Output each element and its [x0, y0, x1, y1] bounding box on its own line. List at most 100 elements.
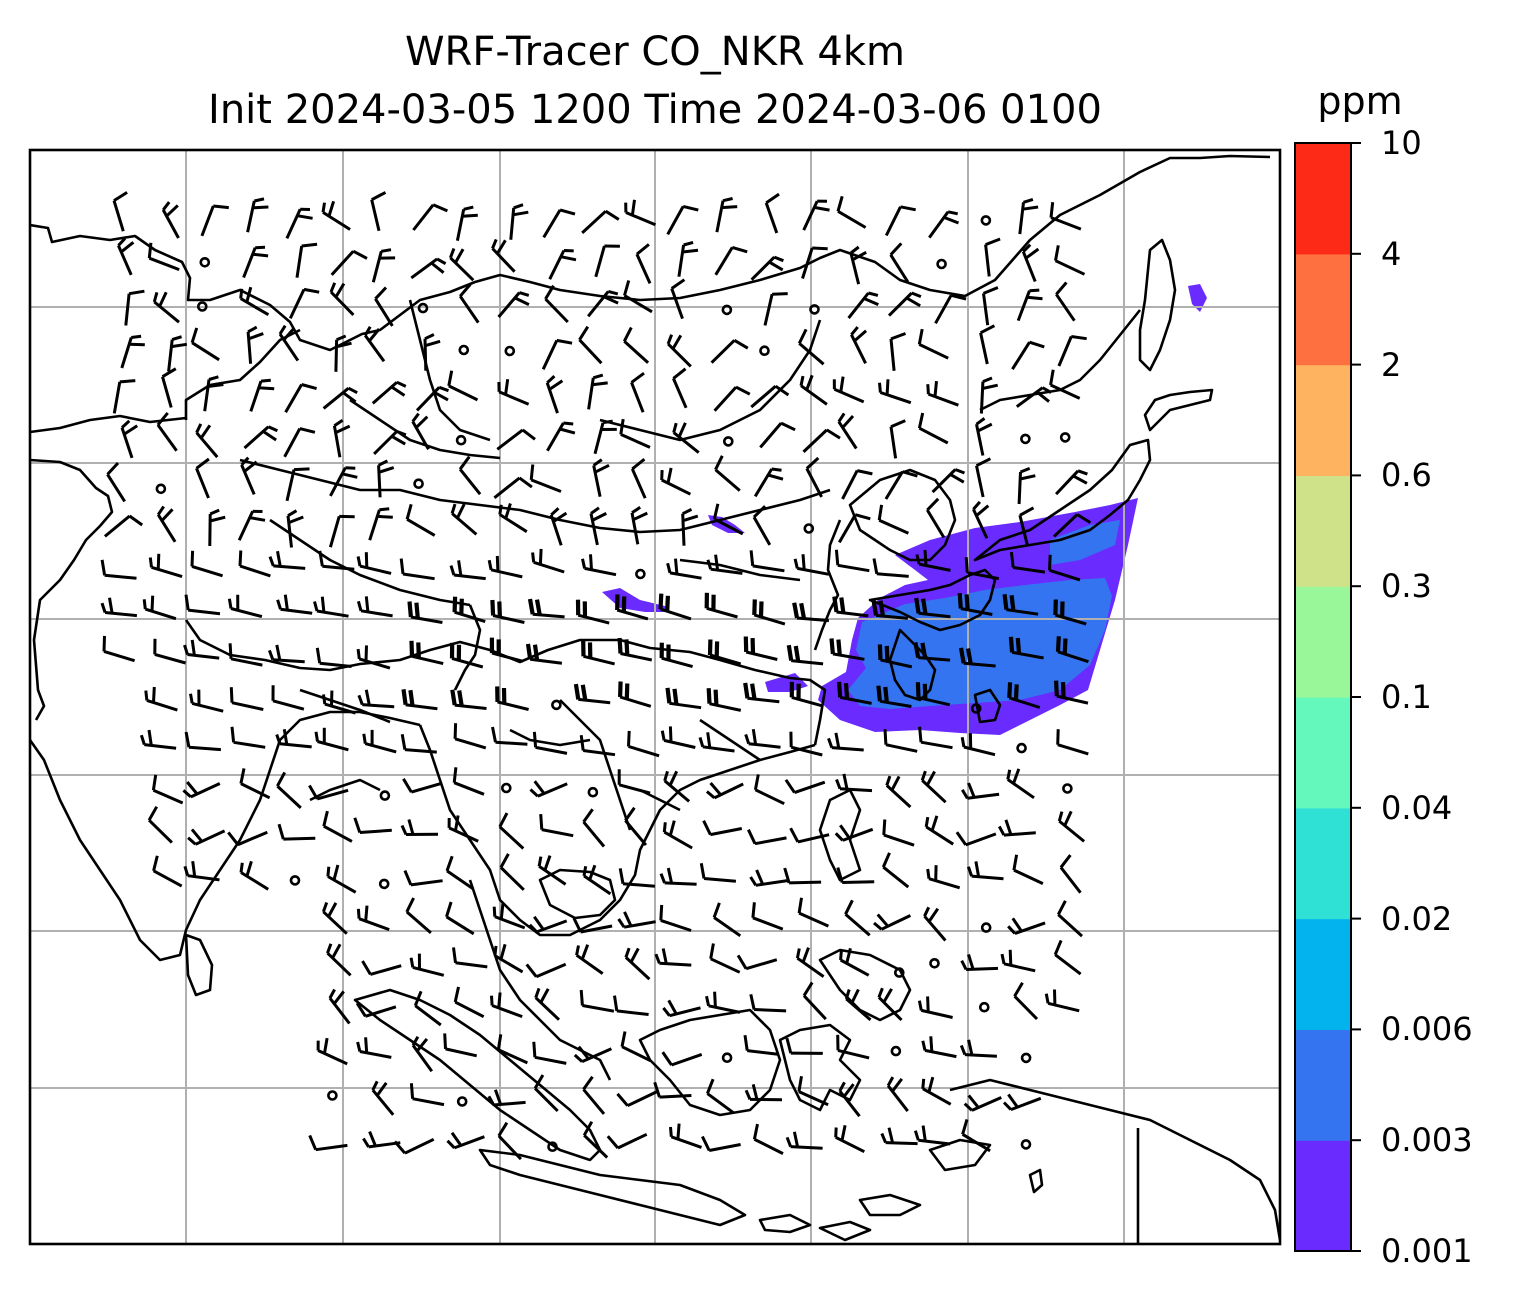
wind-barb [285, 207, 313, 240]
wind-barb [1049, 369, 1081, 400]
colorbar-ticks [1351, 142, 1361, 1252]
wind-barb [402, 778, 443, 794]
wind-barb [1053, 939, 1082, 976]
wind-barb [490, 599, 525, 624]
wind-barb [112, 191, 128, 232]
wind-barb [315, 647, 352, 668]
wind-barb [677, 240, 699, 277]
wind-barb [592, 458, 610, 498]
colorbar-tick-label: 0.003 [1381, 1121, 1473, 1160]
calm-wind-marker [378, 878, 390, 890]
wind-barb [926, 865, 961, 890]
wind-barb [443, 1033, 478, 1058]
calm-wind-marker [1016, 742, 1027, 754]
wind-barb [701, 1135, 741, 1152]
wind-barb [979, 324, 996, 365]
wind-barb [148, 553, 183, 579]
wind-barb [924, 815, 955, 846]
wind-barb [405, 503, 436, 537]
wind-barb [415, 385, 450, 412]
wind-barb [630, 371, 645, 413]
wind-barb [363, 326, 386, 363]
wind-barb [370, 191, 387, 232]
calm-wind-marker [809, 304, 820, 315]
wind-barb [355, 1002, 397, 1018]
wind-barb [399, 558, 435, 581]
wind-barb [328, 988, 351, 1025]
wind-barb [959, 1039, 997, 1058]
wind-barb [666, 558, 702, 580]
wind-barb [620, 1031, 652, 1063]
wind-barb [332, 419, 351, 458]
wind-barb [321, 901, 348, 935]
wind-barb [445, 901, 475, 936]
wind-barb [542, 208, 576, 239]
calm-wind-marker [890, 1045, 902, 1057]
wind-barb [230, 726, 266, 749]
wind-barb [371, 1080, 395, 1116]
wind-barb [1049, 202, 1082, 231]
wind-barb [797, 897, 830, 928]
wind-barb [713, 385, 751, 412]
wind-barb [834, 549, 870, 573]
wind-barb [195, 457, 210, 499]
wind-barb [960, 953, 999, 971]
wind-barb [839, 947, 870, 977]
wind-barb [487, 555, 523, 579]
wind-barb [681, 508, 699, 546]
wind-barb [1002, 1093, 1042, 1112]
wind-barb [958, 647, 996, 668]
wind-barb [669, 1123, 702, 1149]
wind-barb [743, 636, 778, 661]
wind-barb [913, 1125, 951, 1146]
wind-barb [102, 635, 136, 663]
calm-wind-marker [1059, 432, 1071, 443]
calm-wind-marker [980, 215, 992, 226]
calm-wind-marker [635, 568, 646, 580]
wind-barb [314, 727, 349, 752]
wind-barb [449, 560, 486, 581]
wind-barb [239, 768, 271, 800]
wind-barb [529, 780, 568, 798]
wind-barb [490, 992, 523, 1019]
wind-barb [581, 554, 617, 577]
wind-barb [548, 249, 577, 280]
wind-barb [752, 505, 772, 546]
colorbar-tick-label: 0.04 [1381, 788, 1453, 827]
wind-barb [532, 1041, 567, 1065]
wind-barb [931, 468, 966, 494]
wind-barb [120, 419, 139, 459]
wind-barb [630, 506, 648, 545]
wind-barb [452, 947, 488, 969]
wind-barb [401, 689, 438, 711]
wind-barb [374, 286, 394, 327]
wind-barb [801, 246, 828, 279]
wind-barb [356, 1037, 392, 1059]
wind-barb [799, 374, 828, 406]
wind-barb [878, 379, 912, 405]
wind-barb [659, 642, 693, 669]
wind-barb [400, 734, 437, 754]
wind-barb [802, 428, 841, 453]
wind-barb [1008, 636, 1044, 660]
wind-barb [449, 642, 484, 669]
wind-barb [288, 287, 320, 320]
wind-barb [579, 989, 615, 1013]
wind-barb [884, 470, 918, 500]
wind-barb [672, 367, 688, 409]
wind-barb [103, 514, 144, 538]
wind-barb [578, 325, 603, 365]
wind-barb [581, 640, 615, 666]
calm-wind-marker [1062, 783, 1073, 794]
wind-barb [529, 464, 562, 493]
wind-barb [161, 367, 177, 408]
wind-barb [622, 326, 650, 364]
wind-barb [915, 682, 951, 707]
wind-barb [714, 245, 748, 276]
wind-barb [498, 812, 525, 850]
wind-barb [334, 334, 352, 372]
colorbar-bin [1295, 143, 1351, 255]
wind-barb [877, 987, 903, 1022]
wind-barb [190, 550, 224, 578]
